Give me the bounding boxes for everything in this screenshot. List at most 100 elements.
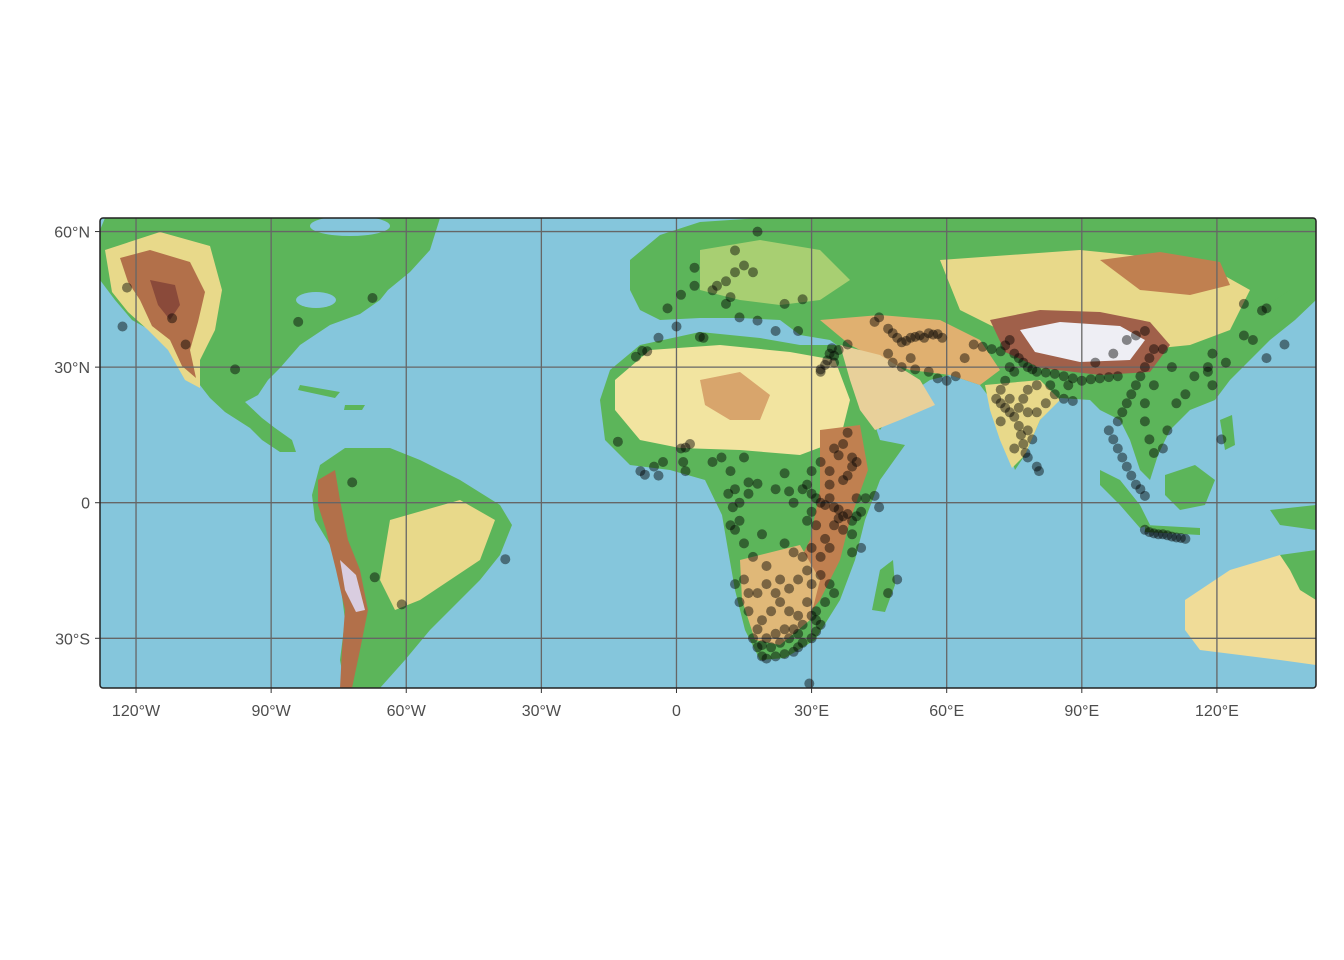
occurrence-point xyxy=(734,597,745,608)
occurrence-point xyxy=(723,488,734,499)
occurrence-point xyxy=(761,561,772,571)
occurrence-point xyxy=(802,479,813,490)
occurrence-point xyxy=(804,678,815,688)
occurrence-point xyxy=(689,280,700,291)
india xyxy=(985,380,1060,468)
occurrence-point xyxy=(833,513,844,524)
occurrence-point xyxy=(788,547,799,558)
occurrence-point xyxy=(1157,529,1168,540)
occurrence-point xyxy=(1058,371,1069,382)
occurrence-point xyxy=(851,511,862,522)
occurrence-point xyxy=(1004,393,1015,404)
occurrence-point xyxy=(1013,353,1024,364)
occurrence-point xyxy=(991,393,1002,404)
occurrence-point xyxy=(1018,357,1029,368)
occurrence-point xyxy=(1180,533,1191,544)
occurrence-point xyxy=(869,316,880,327)
occurrence-point xyxy=(1031,366,1042,377)
occurrence-point xyxy=(1171,398,1182,409)
occurrence-point xyxy=(1139,398,1150,409)
occurrence-point xyxy=(797,484,808,495)
occurrence-point xyxy=(770,651,781,662)
occurrence-point xyxy=(1103,425,1114,436)
occurrence-point xyxy=(1067,373,1078,384)
occurrence-point xyxy=(838,439,849,449)
occurrence-point xyxy=(1009,443,1020,454)
occurrence-point xyxy=(1049,389,1060,400)
occurrence-point xyxy=(734,515,745,526)
x-axis: 120°W 90°W 60°W 30°W 0 30°E 60°E 90°E 120°E xyxy=(112,688,1239,720)
occurrence-point xyxy=(725,292,736,303)
occurrence-point xyxy=(1108,348,1119,359)
occurrence-point xyxy=(653,470,664,481)
occurrence-point xyxy=(802,565,813,576)
southern-africa-upland xyxy=(740,545,820,645)
occurrence-point xyxy=(730,267,740,278)
occurrence-point xyxy=(739,260,749,271)
siberia-uplands xyxy=(1100,252,1230,295)
occurrence-point xyxy=(1031,380,1042,391)
occurrence-point xyxy=(649,461,659,472)
occurrence-point xyxy=(788,624,799,635)
occurrence-point xyxy=(1247,335,1258,345)
occurrence-point xyxy=(815,364,826,375)
occurrence-point xyxy=(1117,452,1128,463)
occurrence-point xyxy=(1121,335,1132,345)
occurrence-point xyxy=(883,588,894,599)
sumatra xyxy=(1100,470,1150,528)
x-tick-label: 90°W xyxy=(251,703,291,720)
occurrence-point xyxy=(1148,528,1159,539)
occurrence-point xyxy=(761,653,772,664)
occurrence-point xyxy=(1022,362,1033,373)
occurrence-point xyxy=(1022,384,1033,395)
occurrence-point xyxy=(793,326,804,336)
occurrence-point xyxy=(707,285,718,296)
occurrence-point xyxy=(396,599,407,610)
occurrence-point xyxy=(1148,344,1159,355)
occurrence-point xyxy=(1027,364,1038,375)
occurrence-point xyxy=(122,282,132,293)
occurrence-point xyxy=(815,551,826,562)
occurrence-point xyxy=(811,626,822,637)
occurrence-point xyxy=(694,331,705,342)
occurrence-point xyxy=(293,316,304,327)
occurrence-point xyxy=(707,457,718,467)
occurrence-point xyxy=(1112,416,1123,427)
occurrence-point xyxy=(779,649,790,660)
occurrence-point xyxy=(1261,353,1272,364)
occurrence-point xyxy=(822,355,833,366)
occurrence-point xyxy=(1166,531,1177,542)
occurrence-point xyxy=(1000,340,1011,351)
occurrence-point xyxy=(685,439,695,449)
rocky-mountains xyxy=(120,250,205,378)
occurrence-point xyxy=(680,466,691,477)
occurrence-point xyxy=(1130,479,1141,490)
occurrence-point xyxy=(743,588,754,599)
occurrence-point xyxy=(779,298,790,309)
occurrence-point xyxy=(824,466,835,477)
occurrence-point xyxy=(367,293,378,303)
occurrence-point xyxy=(824,348,835,359)
occurrence-point xyxy=(639,469,650,480)
occurrence-point xyxy=(977,341,988,352)
occurrence-point xyxy=(1016,429,1026,440)
great-lakes xyxy=(296,292,336,308)
occurrence-point xyxy=(1067,396,1078,406)
madagascar xyxy=(872,560,895,612)
occurrence-point xyxy=(1045,380,1056,391)
occurrence-point xyxy=(923,366,934,377)
occurrence-point xyxy=(1031,461,1042,472)
occurrence-point xyxy=(770,588,781,599)
map-panel xyxy=(100,218,1316,688)
occurrence-point xyxy=(748,267,758,278)
occurrence-point xyxy=(725,466,736,477)
occurrence-point xyxy=(1202,366,1213,377)
occurrence-point xyxy=(847,529,858,540)
occurrence-point xyxy=(752,588,763,599)
occurrence-point xyxy=(842,509,853,519)
occurrence-point xyxy=(833,450,844,461)
occurrence-point xyxy=(932,329,943,340)
occurrence-point xyxy=(698,332,709,343)
occurrence-point xyxy=(1009,366,1020,377)
y-tick-label: 30°S xyxy=(55,631,90,648)
